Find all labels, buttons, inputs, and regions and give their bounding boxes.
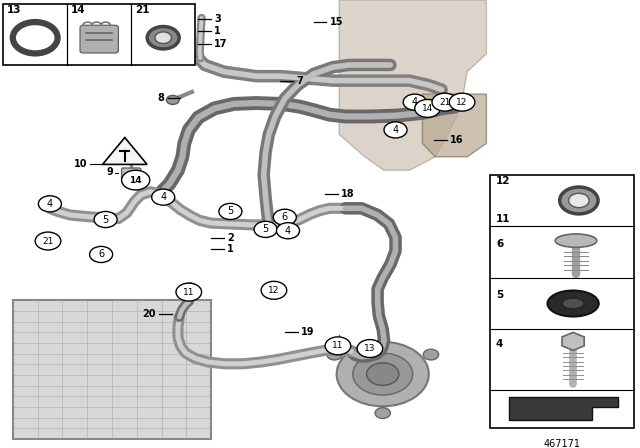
Circle shape: [276, 223, 300, 239]
Text: 1: 1: [227, 244, 234, 254]
Circle shape: [357, 340, 383, 358]
Circle shape: [337, 342, 429, 406]
Text: 14: 14: [71, 4, 86, 14]
Circle shape: [449, 93, 475, 111]
Circle shape: [219, 203, 242, 220]
Circle shape: [155, 32, 172, 43]
Circle shape: [432, 93, 458, 111]
Text: 1: 1: [214, 26, 221, 36]
Circle shape: [38, 196, 61, 212]
Circle shape: [90, 246, 113, 263]
Text: 4: 4: [412, 97, 418, 107]
Circle shape: [261, 281, 287, 299]
Text: 13: 13: [364, 344, 376, 353]
Text: 11: 11: [496, 214, 511, 224]
Text: 21: 21: [42, 237, 54, 246]
Polygon shape: [509, 397, 618, 420]
Text: 17: 17: [214, 39, 228, 49]
Text: 10: 10: [74, 159, 88, 168]
Text: 6: 6: [496, 239, 503, 249]
Text: 12: 12: [268, 286, 280, 295]
Text: 4: 4: [496, 340, 504, 349]
Text: 4: 4: [160, 192, 166, 202]
Text: 21: 21: [135, 4, 150, 14]
Text: 11: 11: [332, 341, 344, 350]
Circle shape: [403, 94, 426, 110]
Polygon shape: [102, 138, 147, 164]
Text: 467171: 467171: [543, 439, 580, 448]
Circle shape: [375, 408, 390, 418]
Text: 5: 5: [227, 207, 234, 216]
Text: 4: 4: [285, 226, 291, 236]
FancyBboxPatch shape: [122, 168, 141, 180]
Text: 19: 19: [301, 327, 314, 336]
Circle shape: [122, 170, 150, 190]
Circle shape: [415, 99, 440, 117]
Text: 4: 4: [392, 125, 399, 135]
Ellipse shape: [548, 291, 599, 316]
Circle shape: [332, 339, 347, 349]
FancyBboxPatch shape: [3, 4, 195, 65]
Circle shape: [327, 349, 342, 360]
Text: 5: 5: [102, 215, 109, 224]
Text: 5: 5: [496, 290, 503, 300]
Text: 21: 21: [439, 98, 451, 107]
Circle shape: [423, 349, 438, 360]
Circle shape: [384, 122, 407, 138]
FancyBboxPatch shape: [13, 300, 211, 439]
Text: 14: 14: [129, 176, 142, 185]
Text: 20: 20: [142, 309, 156, 319]
Circle shape: [325, 337, 351, 355]
Circle shape: [273, 209, 296, 225]
Circle shape: [166, 95, 179, 104]
Text: 16: 16: [450, 135, 463, 145]
Text: 7: 7: [296, 76, 303, 86]
Circle shape: [560, 187, 598, 214]
Polygon shape: [422, 94, 486, 157]
Text: 4: 4: [47, 199, 53, 209]
Ellipse shape: [556, 234, 596, 247]
Circle shape: [367, 363, 399, 385]
Text: 6: 6: [98, 250, 104, 259]
Text: 8: 8: [157, 93, 164, 103]
FancyBboxPatch shape: [80, 25, 118, 53]
Circle shape: [254, 221, 277, 237]
Text: 14: 14: [422, 104, 433, 113]
Text: 6: 6: [282, 212, 288, 222]
Circle shape: [353, 353, 413, 395]
Text: 13: 13: [7, 4, 22, 14]
Circle shape: [182, 283, 198, 294]
Ellipse shape: [563, 298, 584, 309]
Circle shape: [147, 26, 179, 49]
Circle shape: [152, 189, 175, 205]
Circle shape: [35, 232, 61, 250]
Polygon shape: [562, 332, 584, 350]
Text: 3: 3: [214, 14, 221, 24]
FancyBboxPatch shape: [490, 175, 634, 428]
Text: 18: 18: [341, 189, 355, 198]
Polygon shape: [339, 0, 486, 170]
Circle shape: [569, 193, 589, 207]
Text: 15: 15: [330, 17, 343, 26]
Circle shape: [94, 211, 117, 228]
Text: 5: 5: [262, 224, 269, 234]
Text: 2: 2: [227, 233, 234, 243]
Text: 12: 12: [456, 98, 468, 107]
Circle shape: [176, 283, 202, 301]
Text: 11: 11: [183, 288, 195, 297]
Text: 9: 9: [106, 168, 113, 177]
Text: 12: 12: [496, 176, 511, 185]
